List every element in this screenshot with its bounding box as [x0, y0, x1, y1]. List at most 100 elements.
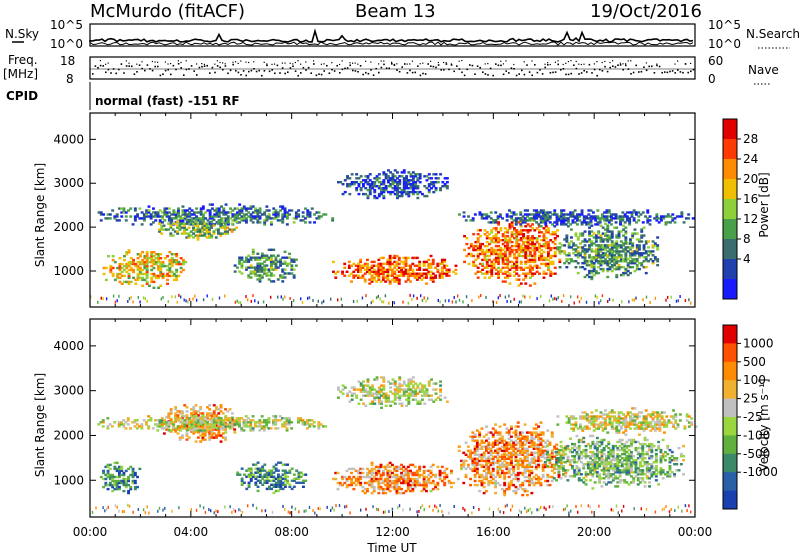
- velocity-cell: [347, 483, 351, 487]
- freq-mark: [622, 68, 624, 71]
- power-cell: [567, 258, 571, 261]
- power-cell: [229, 211, 232, 214]
- power-cell: [346, 183, 349, 186]
- power-cell: [642, 226, 646, 229]
- power-cell: [141, 251, 145, 254]
- power-cell: [145, 266, 149, 270]
- power-cell: [624, 232, 628, 235]
- power-cell: [523, 217, 527, 220]
- velocity-cell: [118, 487, 121, 491]
- velocity-cell: [190, 408, 193, 411]
- power-cell: [245, 209, 248, 212]
- freq-mark: [614, 66, 617, 68]
- velocity-cell: [368, 471, 372, 475]
- velocity-cell: [503, 455, 507, 458]
- velocity-cell: [460, 463, 463, 467]
- velocity-cell: [512, 465, 516, 469]
- power-cell: [226, 217, 230, 220]
- velocity-cell: [208, 418, 212, 421]
- power-cell: [372, 272, 376, 275]
- nave-mark: [196, 63, 198, 65]
- velocity-cell: [145, 423, 148, 426]
- power-cell: [178, 228, 182, 231]
- velocity-cell: [471, 459, 475, 463]
- power-cell: [585, 250, 589, 253]
- freq-mark: [500, 64, 502, 67]
- power-cell: [580, 211, 584, 214]
- power-cell: [639, 213, 643, 216]
- power-cell: [177, 219, 180, 222]
- freq-mark: [440, 69, 442, 71]
- power-cell: [158, 228, 161, 231]
- velocity-cell: [197, 421, 200, 424]
- power-cell: [366, 181, 370, 184]
- power-cell: [149, 215, 153, 218]
- power-cell: [274, 260, 278, 263]
- power-cell: [553, 231, 557, 234]
- power-cell: [190, 209, 194, 212]
- power-cell: [160, 232, 164, 235]
- freq-mark: [318, 73, 320, 75]
- power-cell: [597, 256, 601, 259]
- power-cell: [205, 228, 209, 231]
- power-cell: [601, 248, 605, 251]
- power-cell: [631, 234, 635, 237]
- nave-mark: [484, 63, 486, 65]
- power-near-range-speckle: [90, 293, 692, 305]
- velocity-cell: [224, 408, 227, 411]
- velocity-cell: [281, 481, 285, 484]
- velocity-cell: [190, 419, 194, 422]
- power-cell: [396, 181, 399, 184]
- freq-mark: [656, 64, 658, 67]
- power-cell: [372, 278, 376, 281]
- power-cell: [497, 223, 500, 226]
- power-cell: [411, 181, 415, 184]
- power-cell: [565, 234, 569, 237]
- power-cell: [544, 258, 548, 262]
- power-cell: [515, 272, 519, 275]
- velocity-cell: [253, 425, 257, 428]
- power-cell: [597, 271, 601, 275]
- power-cell: [631, 260, 635, 263]
- power-cell: [359, 264, 363, 267]
- power-cell: [494, 256, 498, 260]
- power-cell: [526, 240, 530, 244]
- velocity-cell: [350, 477, 353, 481]
- power-cell: [217, 228, 220, 231]
- power-cell: [592, 267, 596, 271]
- freq-mark: [539, 69, 541, 71]
- power-cell: [521, 219, 525, 222]
- velocity-cell: [473, 465, 477, 469]
- freq-tick-bottom: 8: [66, 72, 74, 86]
- power-cell: [508, 254, 512, 258]
- power-cell: [115, 219, 119, 222]
- power-cell: [560, 219, 563, 222]
- power-cell: [613, 254, 616, 257]
- power-cell: [263, 264, 267, 267]
- power-cell: [629, 256, 632, 259]
- power-speckle: [455, 300, 457, 304]
- velocity-cell: [487, 431, 491, 434]
- power-cell: [232, 228, 236, 231]
- nave-mark: [180, 61, 182, 64]
- velocity-cell: [274, 489, 278, 493]
- power-cell: [172, 274, 176, 278]
- power-cell: [418, 260, 422, 264]
- power-speckle: [160, 297, 162, 301]
- power-cell: [522, 278, 525, 281]
- power-speckle: [322, 299, 325, 303]
- power-cell: [382, 171, 386, 174]
- velocity-cell: [510, 425, 513, 428]
- velocity-cell: [445, 467, 449, 471]
- nave-mark: [619, 62, 621, 64]
- power-cell: [528, 242, 532, 246]
- power-cell: [168, 274, 172, 278]
- velocity-cell: [213, 417, 216, 420]
- power-cell: [594, 256, 598, 259]
- freq-mark: [235, 69, 237, 72]
- power-cell: [515, 258, 519, 262]
- power-cell: [111, 272, 115, 276]
- velocity-cell: [496, 457, 500, 460]
- velocity-cell: [196, 436, 200, 439]
- power-cell: [359, 187, 363, 190]
